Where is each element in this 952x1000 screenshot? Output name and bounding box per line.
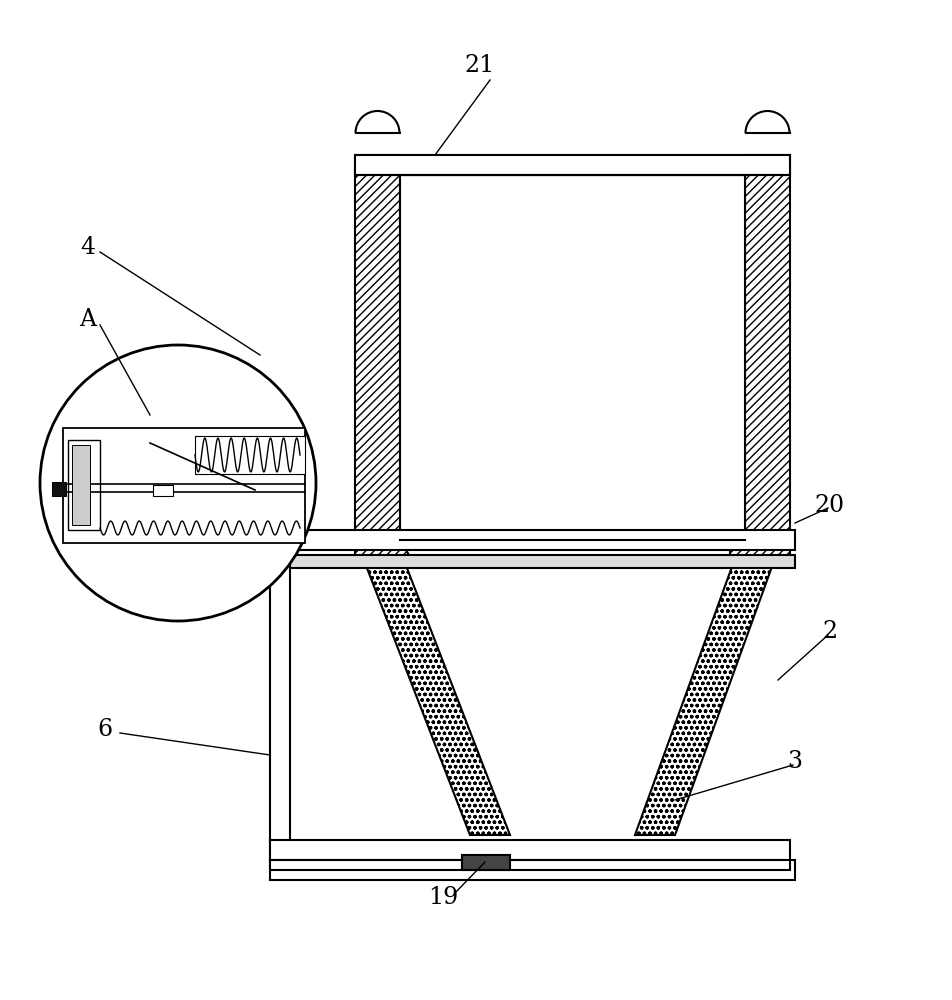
Polygon shape <box>153 485 173 496</box>
Text: 2: 2 <box>823 620 838 644</box>
Polygon shape <box>195 436 305 474</box>
Polygon shape <box>462 855 510 870</box>
Text: A: A <box>80 308 96 332</box>
Polygon shape <box>360 550 510 835</box>
Polygon shape <box>355 540 415 565</box>
Text: 6: 6 <box>97 718 112 742</box>
Text: 3: 3 <box>787 750 803 774</box>
Circle shape <box>40 345 316 621</box>
Polygon shape <box>730 540 790 565</box>
Text: 4: 4 <box>80 236 95 259</box>
Polygon shape <box>635 550 778 835</box>
Polygon shape <box>270 555 795 568</box>
Polygon shape <box>270 530 795 550</box>
Polygon shape <box>72 445 90 525</box>
Polygon shape <box>355 155 790 175</box>
Polygon shape <box>68 440 100 530</box>
Polygon shape <box>52 482 66 496</box>
Polygon shape <box>270 840 790 860</box>
Polygon shape <box>270 860 790 870</box>
Polygon shape <box>355 155 400 540</box>
Polygon shape <box>745 155 790 540</box>
Polygon shape <box>63 428 305 543</box>
Polygon shape <box>270 550 290 860</box>
Polygon shape <box>270 860 795 880</box>
Polygon shape <box>400 175 745 540</box>
Text: 21: 21 <box>465 53 495 77</box>
Text: 20: 20 <box>815 493 845 516</box>
Text: 19: 19 <box>427 886 458 910</box>
